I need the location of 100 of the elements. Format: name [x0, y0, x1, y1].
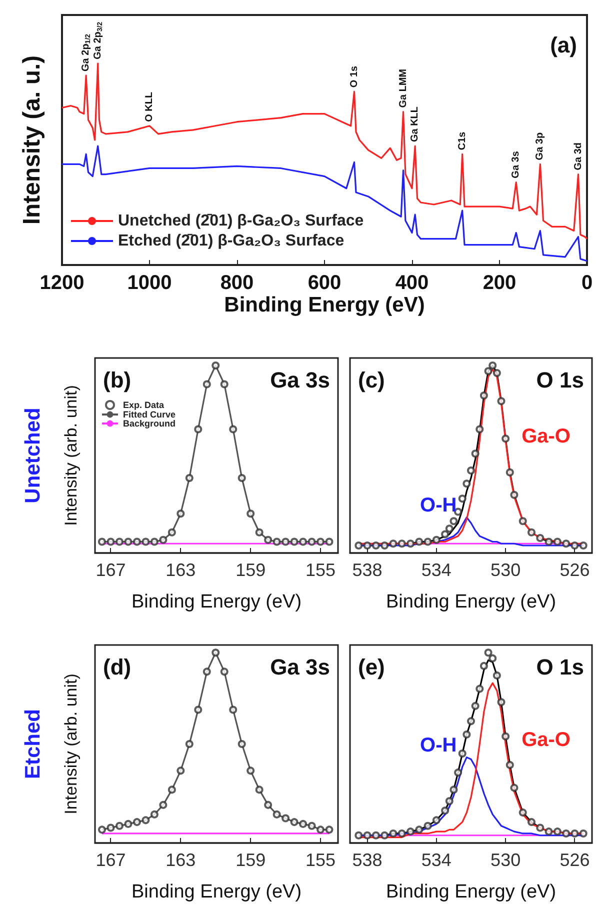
point — [454, 768, 462, 777]
x-tick-label: 530 — [490, 560, 521, 580]
point — [98, 826, 106, 834]
legend-label: Etched (2̄01) β-Ga₂O₃ Surface — [118, 232, 344, 250]
point — [441, 530, 450, 538]
point — [415, 826, 424, 834]
text: Unetched — [22, 408, 44, 504]
point — [528, 818, 536, 826]
series-label: Ga-O — [522, 426, 570, 448]
point — [432, 816, 440, 824]
chart-title: Ga 3s — [270, 654, 330, 680]
point — [484, 367, 492, 376]
point — [176, 766, 185, 775]
point — [150, 538, 158, 546]
point — [290, 538, 298, 546]
point — [132, 538, 141, 546]
point — [229, 706, 238, 714]
legend-label: Background — [123, 418, 176, 428]
point — [159, 800, 168, 809]
annotation: O KLL — [144, 92, 155, 122]
point — [255, 786, 264, 794]
point — [544, 828, 553, 836]
point — [282, 538, 290, 546]
point — [518, 517, 527, 526]
point — [124, 820, 132, 828]
point — [246, 510, 255, 518]
point — [363, 831, 372, 840]
point — [398, 829, 406, 838]
point — [570, 829, 579, 838]
x-tick-label: 155 — [305, 850, 336, 870]
point — [299, 820, 308, 828]
x-axis-title: Binding Energy (eV) — [386, 592, 556, 612]
legend-label: Exp. Data — [123, 400, 166, 410]
point — [562, 540, 570, 548]
point — [316, 538, 325, 546]
x-tick-label: 167 — [96, 850, 126, 870]
point — [372, 542, 380, 550]
x-tick-label: 400 — [395, 272, 429, 294]
point — [406, 828, 414, 836]
point — [106, 824, 115, 832]
x-tick-label: 155 — [305, 560, 336, 580]
point — [220, 668, 228, 676]
point — [389, 829, 398, 838]
point — [325, 538, 334, 546]
point — [454, 508, 462, 516]
x-tick-label: 163 — [166, 560, 196, 580]
point — [462, 730, 471, 738]
point — [445, 797, 454, 806]
point — [492, 369, 501, 377]
point — [406, 540, 414, 548]
annotation: (e) — [358, 654, 385, 680]
point — [124, 538, 132, 546]
x-axis-title: Binding Energy (eV) — [224, 294, 425, 316]
point — [471, 450, 480, 458]
point — [488, 362, 497, 370]
point — [159, 536, 168, 544]
point — [502, 732, 510, 740]
point — [510, 490, 518, 499]
point — [282, 814, 290, 822]
point — [264, 800, 272, 809]
text: (a) — [550, 32, 577, 58]
point — [229, 425, 238, 434]
point — [238, 740, 246, 748]
x-tick-label: 159 — [236, 850, 266, 870]
point — [115, 538, 124, 546]
x-tick-label: 600 — [308, 272, 342, 294]
text: Etched — [22, 708, 44, 780]
point — [272, 538, 281, 546]
point — [354, 831, 363, 840]
point — [467, 717, 475, 726]
y-axis-title: Intensity (arb. unit) — [62, 385, 80, 526]
point — [528, 528, 536, 536]
point — [380, 542, 389, 550]
annotation: C1s — [456, 131, 468, 150]
annotation: Ga 3p — [534, 132, 546, 160]
annotation: (c) — [358, 368, 385, 392]
point — [570, 542, 579, 550]
annotation: (d) — [103, 654, 132, 680]
point — [544, 538, 553, 546]
point — [445, 524, 454, 533]
point — [255, 528, 264, 536]
point — [299, 538, 308, 546]
point — [142, 816, 150, 824]
point — [480, 662, 488, 670]
annotation: Ga LMM — [398, 68, 409, 108]
chart-title: O 1s — [536, 368, 584, 392]
point — [308, 538, 316, 546]
point — [264, 536, 272, 544]
point — [354, 542, 363, 550]
point — [502, 434, 510, 443]
x-tick-label: 0 — [581, 272, 593, 294]
point — [194, 706, 202, 714]
point — [202, 668, 211, 676]
point — [424, 822, 432, 830]
chart-title: Ga 3s — [270, 368, 330, 392]
chart-title: O 1s — [536, 654, 584, 680]
point — [562, 829, 570, 838]
point — [424, 538, 432, 546]
legend-label: Unetched (2̄01) β-Ga₂O₃ Surface — [118, 212, 364, 230]
point — [462, 480, 471, 488]
